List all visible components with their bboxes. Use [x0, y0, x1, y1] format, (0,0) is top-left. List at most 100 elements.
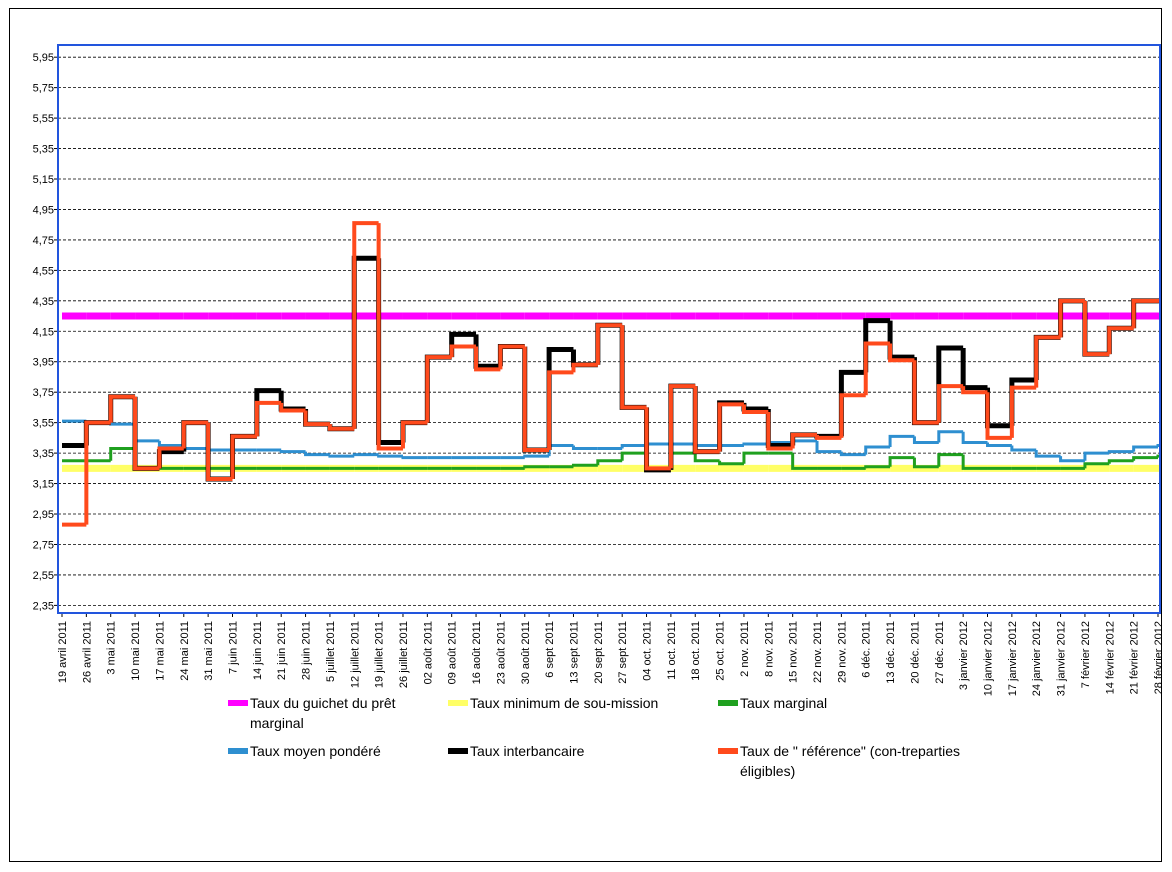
line-step	[377, 454, 403, 458]
line-step	[109, 422, 136, 426]
line-step	[937, 453, 964, 467]
series	[62, 221, 1160, 527]
x-tick-label: 20 déc. 2011	[909, 621, 921, 684]
legend-swatch	[448, 700, 468, 706]
line-step	[791, 439, 818, 443]
line-step	[84, 420, 111, 525]
line-step	[1107, 326, 1134, 355]
plot-area	[58, 45, 1160, 613]
x-tick-label: 17 janvier 2012	[1007, 621, 1019, 696]
line-step	[888, 434, 915, 448]
x-tick-label: 18 oct. 2011	[690, 621, 702, 681]
line-step	[741, 404, 769, 414]
line-step	[474, 346, 501, 372]
x-tick-label: 13 déc. 2011	[885, 621, 897, 684]
y-tick-label: 3,15	[33, 479, 54, 491]
line-step	[961, 386, 988, 395]
legend-swatch	[228, 748, 248, 754]
line-step	[936, 384, 964, 423]
line-step	[693, 386, 720, 454]
line-step	[620, 443, 647, 449]
legend-label: Taux interbancaire	[470, 743, 585, 759]
y-tick-label: 4,75	[33, 235, 54, 247]
x-tick-label: 6 déc. 2011	[861, 621, 873, 678]
line-step	[352, 453, 379, 457]
line-step	[986, 442, 1012, 447]
line-step	[523, 454, 550, 458]
line-step	[279, 450, 306, 454]
legend-item: Taux de " référence" (con-treparties éli…	[718, 741, 988, 781]
legend-item: Taux du guichet du prêt marginal	[228, 693, 428, 733]
line-step	[815, 434, 842, 440]
x-tick-label: 15 nov. 2011	[788, 621, 800, 683]
line-step	[547, 370, 574, 451]
x-tick-label: 3 mai 2011	[106, 621, 118, 675]
line-step	[157, 440, 184, 447]
line-step	[1083, 462, 1110, 469]
x-tick-label: 28 février 2012	[1153, 621, 1165, 694]
y-tick-label: 2,75	[33, 539, 54, 551]
line-step	[206, 422, 233, 481]
line-step	[523, 465, 550, 469]
x-tick-label: 7 février 2012	[1080, 621, 1092, 688]
y-tick-label: 4,35	[33, 296, 54, 308]
line-step	[1059, 456, 1085, 463]
x-tick-label: 25 oct. 2011	[715, 621, 727, 681]
y-tick-label: 5,95	[33, 52, 54, 64]
x-tick-label: 13 sept 2011	[568, 621, 580, 684]
legend-label: Taux de " référence" (con-treparties éli…	[740, 743, 961, 779]
line-step	[109, 447, 136, 461]
y-tick-label: 3,95	[33, 357, 54, 369]
line-step	[1034, 450, 1061, 458]
line-step	[717, 402, 744, 452]
x-tick-label: 2 nov. 2011	[739, 621, 751, 677]
line-step	[1132, 456, 1158, 461]
x-tick-label: 24 mai 2011	[179, 621, 191, 681]
line-step	[181, 420, 209, 449]
line-step	[157, 446, 184, 469]
x-tick-label: 21 juin 2011	[276, 621, 288, 680]
line-step	[888, 343, 915, 363]
x-tick-label: 24 janvier 2012	[1031, 621, 1043, 696]
line-step	[206, 448, 233, 452]
line-step	[985, 392, 1012, 440]
line-step	[742, 451, 769, 464]
legend-swatch	[718, 748, 738, 754]
x-tick-label: 23 août 2011	[495, 621, 507, 684]
y-tick-label: 5,75	[33, 83, 54, 95]
x-tick-label: 21 février 2012	[1129, 621, 1141, 694]
line-step	[864, 465, 891, 469]
line-step	[1009, 385, 1037, 438]
x-tick-label: 17 mai 2011	[154, 621, 166, 681]
line-step	[401, 456, 428, 460]
line-step	[522, 346, 550, 453]
legend-item: Taux minimum de sou-mission	[448, 693, 678, 713]
y-tick-label: 5,15	[33, 174, 54, 186]
line-step	[912, 457, 939, 469]
x-tick-label: 26 juillet 2011	[398, 621, 410, 688]
legend-item: Taux moyen pondéré	[228, 741, 428, 761]
legend-swatch	[718, 700, 738, 706]
x-tick-label: 31 janvier 2012	[1056, 621, 1068, 696]
line-step	[644, 407, 671, 471]
line-step	[863, 341, 891, 396]
y-tick-label: 2,55	[33, 570, 54, 582]
x-tick-label: 5 juillet 2011	[325, 621, 337, 682]
y-tick-label: 4,95	[33, 204, 54, 216]
x-tick-label: 22 nov. 2011	[812, 621, 824, 683]
line-step	[1010, 445, 1037, 452]
line-step	[620, 451, 647, 461]
line-step	[571, 445, 598, 451]
x-tick-label: 02 août 2011	[422, 621, 434, 684]
y-tick-label: 3,35	[33, 448, 54, 460]
y-tick-label: 2,35	[33, 600, 54, 612]
line-step	[864, 445, 891, 455]
line-step	[839, 451, 866, 457]
x-tick-label: 28 juin 2011	[301, 621, 313, 680]
legend-item: Taux marginal	[718, 693, 918, 713]
x-tick-label: 11 oct. 2011	[666, 621, 678, 680]
line-step	[376, 223, 403, 451]
legend-swatch	[448, 748, 468, 754]
y-tick-label: 4,15	[33, 326, 54, 338]
